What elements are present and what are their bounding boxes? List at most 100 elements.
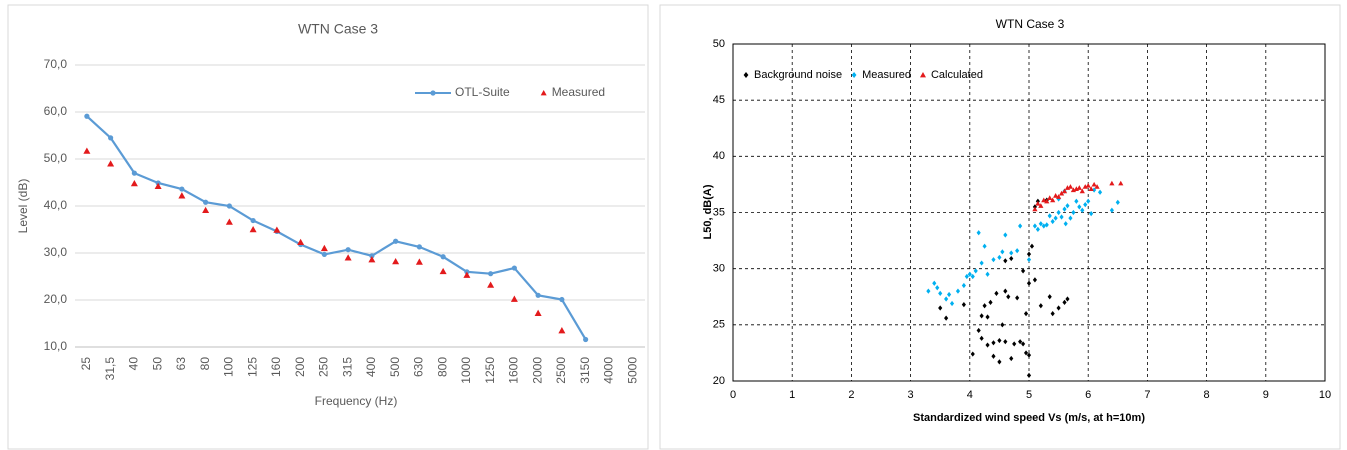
- point: [1118, 180, 1124, 186]
- point: [1068, 215, 1073, 221]
- point: [1023, 311, 1029, 317]
- point: [976, 327, 981, 334]
- legend-label: Background noise: [754, 69, 842, 81]
- point: [131, 170, 137, 176]
- x-tick-label: 1: [789, 389, 795, 401]
- x-tick-label: 1250: [483, 357, 497, 384]
- point: [1050, 218, 1055, 225]
- x-tick-label: 3150: [578, 357, 592, 384]
- point: [1035, 226, 1040, 232]
- x-axis-label: Frequency (Hz): [315, 394, 398, 408]
- x-tick-label: 7: [1144, 389, 1150, 401]
- chart-title: WTN Case 3: [996, 17, 1065, 31]
- point: [440, 254, 446, 260]
- point: [1071, 209, 1076, 216]
- point: [154, 182, 162, 190]
- x-tick-label: 5000: [625, 357, 639, 384]
- point: [1003, 339, 1008, 345]
- point: [535, 292, 541, 298]
- x-tick-label: 5: [1026, 389, 1032, 401]
- point: [510, 295, 518, 302]
- point: [1021, 268, 1026, 274]
- point: [297, 238, 305, 245]
- point: [1032, 277, 1037, 283]
- point: [345, 247, 351, 253]
- point: [559, 296, 565, 303]
- point: [1047, 213, 1052, 219]
- x-tick-label: 315: [340, 357, 354, 377]
- point: [321, 251, 327, 258]
- x-tick-label: 1600: [507, 357, 521, 384]
- point: [1038, 303, 1043, 309]
- point: [1003, 288, 1008, 294]
- y-axis-label: L50, dB(A): [702, 184, 714, 239]
- point: [938, 290, 943, 296]
- point: [1032, 223, 1037, 229]
- point: [1041, 197, 1047, 203]
- point: [416, 244, 422, 250]
- y-tick-label: 45: [713, 94, 725, 106]
- point: [1009, 255, 1014, 262]
- point: [463, 271, 471, 278]
- point: [439, 267, 447, 275]
- x-tick-label: 3: [908, 389, 914, 401]
- point: [926, 288, 931, 294]
- x-tick-label: 2: [848, 389, 854, 401]
- point: [487, 281, 495, 288]
- point: [202, 206, 210, 214]
- point: [1053, 193, 1059, 198]
- point: [1044, 222, 1049, 228]
- legend-label: Measured: [552, 85, 605, 99]
- point: [1029, 243, 1035, 249]
- point: [991, 353, 996, 359]
- point: [534, 309, 542, 316]
- point: [961, 302, 966, 308]
- point: [1074, 198, 1079, 204]
- x-tick-label: 2000: [530, 357, 544, 384]
- point: [1053, 215, 1058, 221]
- point: [415, 258, 423, 265]
- y-tick-label: 30: [713, 263, 725, 275]
- point: [970, 273, 975, 280]
- point: [1015, 248, 1020, 254]
- legend-label: Calculated: [931, 69, 983, 81]
- point: [997, 337, 1002, 344]
- x-tick-label: 80: [198, 357, 212, 371]
- point: [1109, 180, 1115, 186]
- x-tick-label: 63: [174, 357, 188, 371]
- chart-title: WTN Case 3: [298, 21, 378, 37]
- x-tick-label: 4: [967, 389, 973, 401]
- x-tick-label: 10: [1319, 389, 1331, 401]
- x-tick-label: 630: [412, 357, 426, 377]
- point: [997, 359, 1002, 365]
- legend-marker: [851, 72, 857, 78]
- point: [979, 313, 984, 319]
- point: [1032, 206, 1038, 212]
- point: [249, 226, 257, 233]
- point: [1085, 182, 1091, 188]
- point: [1065, 203, 1070, 209]
- point: [1059, 214, 1064, 220]
- point: [947, 291, 952, 298]
- point: [985, 314, 990, 320]
- y-tick-label: 70,0: [44, 57, 68, 71]
- point: [369, 253, 375, 259]
- point: [178, 192, 186, 199]
- point: [935, 285, 940, 291]
- point: [961, 282, 966, 289]
- point: [979, 335, 984, 341]
- y-tick-label: 40,0: [44, 198, 68, 212]
- point: [994, 290, 999, 296]
- point: [583, 336, 589, 343]
- legend-marker: [743, 72, 749, 78]
- x-tick-label: 6: [1085, 389, 1091, 401]
- point: [179, 186, 185, 192]
- x-axis-label: Standardized wind speed Vs (m/s, at h=10…: [913, 412, 1145, 424]
- x-tick-label: 200: [293, 357, 307, 377]
- point: [393, 238, 399, 244]
- x-tick-label: 500: [388, 357, 402, 377]
- right-panel: [659, 4, 1341, 450]
- point: [1080, 207, 1085, 213]
- point: [344, 254, 352, 261]
- point: [1038, 203, 1044, 208]
